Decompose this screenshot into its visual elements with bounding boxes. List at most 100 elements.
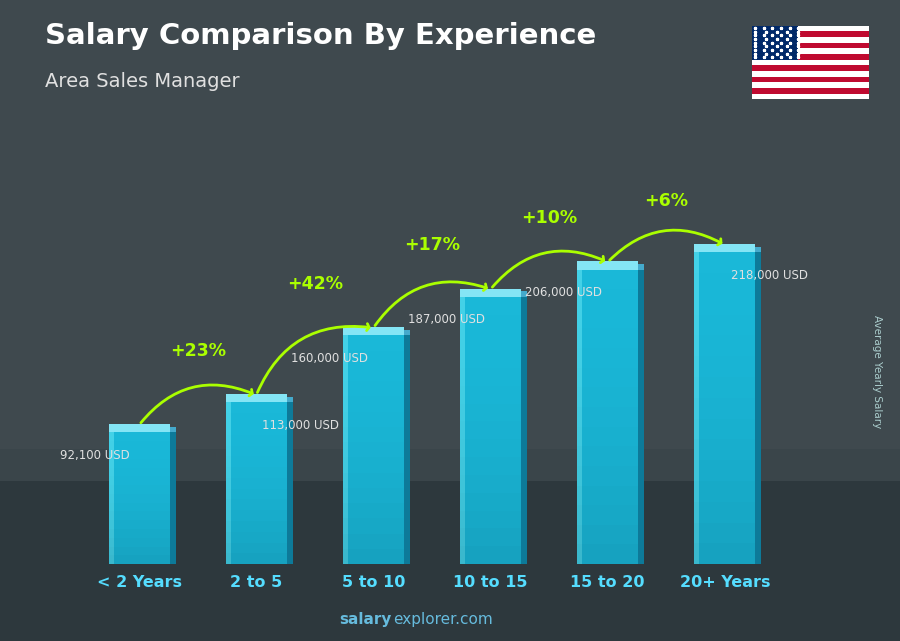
- Bar: [226, 435, 287, 445]
- Bar: [109, 433, 169, 441]
- Bar: [695, 544, 755, 564]
- Bar: [577, 328, 638, 348]
- Bar: [577, 269, 638, 289]
- Bar: [109, 459, 169, 467]
- Bar: [521, 297, 527, 564]
- Bar: [695, 244, 755, 253]
- Bar: [752, 43, 868, 48]
- Bar: [343, 335, 347, 564]
- Text: 113,000 USD: 113,000 USD: [262, 419, 339, 432]
- Bar: [638, 264, 644, 269]
- Bar: [109, 433, 169, 564]
- Bar: [577, 289, 638, 309]
- Bar: [109, 494, 169, 503]
- Bar: [109, 433, 113, 564]
- Bar: [755, 247, 761, 253]
- Bar: [752, 82, 868, 88]
- Text: +23%: +23%: [170, 342, 226, 360]
- Bar: [404, 329, 410, 335]
- Bar: [695, 335, 755, 356]
- Bar: [577, 466, 638, 485]
- Bar: [109, 476, 169, 485]
- Bar: [343, 533, 404, 549]
- Bar: [638, 269, 644, 564]
- Bar: [695, 419, 755, 439]
- Bar: [755, 253, 761, 564]
- Bar: [695, 460, 755, 481]
- Bar: [460, 368, 521, 386]
- Bar: [343, 472, 404, 488]
- Bar: [460, 439, 521, 457]
- Text: 187,000 USD: 187,000 USD: [408, 313, 485, 326]
- Bar: [752, 54, 868, 60]
- Bar: [695, 273, 755, 294]
- Bar: [109, 467, 169, 476]
- Bar: [343, 503, 404, 519]
- Bar: [226, 403, 287, 564]
- Bar: [343, 442, 404, 457]
- Bar: [343, 549, 404, 564]
- Text: 206,000 USD: 206,000 USD: [525, 287, 602, 299]
- Bar: [343, 335, 404, 351]
- Bar: [752, 94, 868, 99]
- Bar: [109, 441, 169, 450]
- Bar: [287, 403, 292, 564]
- Bar: [109, 503, 169, 512]
- Bar: [226, 467, 287, 478]
- Bar: [460, 288, 521, 297]
- Text: 160,000 USD: 160,000 USD: [291, 352, 367, 365]
- Bar: [460, 457, 521, 475]
- Bar: [109, 512, 169, 520]
- Bar: [577, 525, 638, 544]
- Bar: [0, 0, 900, 449]
- Text: Salary Comparison By Experience: Salary Comparison By Experience: [45, 22, 596, 51]
- Text: +42%: +42%: [287, 274, 343, 292]
- Bar: [109, 520, 169, 529]
- Bar: [226, 413, 287, 424]
- Bar: [169, 427, 176, 433]
- Bar: [577, 446, 638, 466]
- Text: +6%: +6%: [644, 192, 688, 210]
- Bar: [226, 456, 287, 467]
- Bar: [460, 332, 521, 350]
- Bar: [343, 335, 404, 564]
- Bar: [460, 511, 521, 528]
- Bar: [460, 297, 465, 564]
- Text: explorer.com: explorer.com: [393, 612, 493, 627]
- Bar: [752, 26, 868, 31]
- Bar: [226, 478, 287, 488]
- Bar: [226, 394, 287, 403]
- Bar: [169, 433, 176, 564]
- Bar: [460, 475, 521, 493]
- Bar: [109, 450, 169, 459]
- Bar: [109, 529, 169, 538]
- Bar: [343, 381, 404, 396]
- Bar: [226, 553, 287, 564]
- Bar: [460, 404, 521, 422]
- Bar: [752, 88, 868, 94]
- Bar: [752, 77, 868, 82]
- Bar: [460, 297, 521, 315]
- Bar: [577, 309, 638, 328]
- Bar: [460, 297, 521, 564]
- Bar: [226, 499, 287, 510]
- Bar: [109, 424, 169, 433]
- Bar: [460, 528, 521, 546]
- Bar: [460, 386, 521, 404]
- Bar: [343, 519, 404, 533]
- Bar: [695, 439, 755, 460]
- Text: Average Yearly Salary: Average Yearly Salary: [872, 315, 883, 428]
- Bar: [521, 291, 527, 297]
- Bar: [343, 488, 404, 503]
- Bar: [343, 366, 404, 381]
- Text: 218,000 USD: 218,000 USD: [731, 269, 807, 282]
- Text: +17%: +17%: [404, 236, 460, 254]
- Bar: [226, 510, 287, 521]
- Bar: [577, 427, 638, 446]
- Bar: [577, 485, 638, 505]
- Bar: [404, 335, 410, 564]
- Bar: [752, 48, 868, 54]
- Bar: [343, 396, 404, 412]
- Bar: [109, 555, 169, 564]
- Bar: [109, 485, 169, 494]
